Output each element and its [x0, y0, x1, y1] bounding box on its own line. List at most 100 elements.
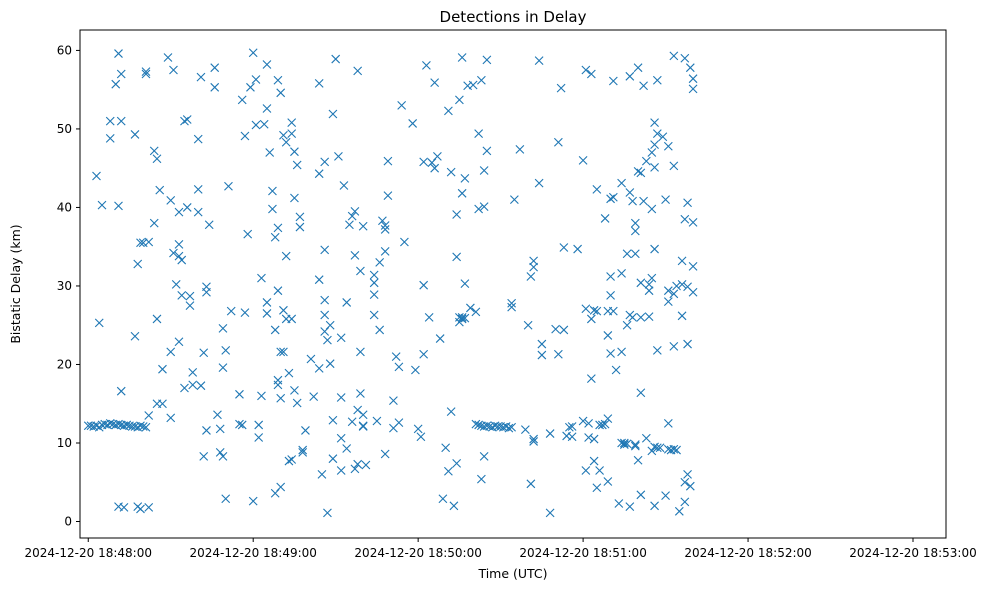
- data-point: [174, 207, 184, 217]
- data-point: [474, 420, 484, 430]
- data-point: [339, 181, 349, 190]
- data-point: [603, 414, 613, 424]
- data-point: [625, 188, 635, 197]
- data-point: [619, 440, 629, 449]
- x-axis-ticks: 2024-12-20 18:48:00 2024-12-20 18:49:00 20…: [25, 538, 977, 560]
- data-point: [435, 334, 445, 343]
- data-point: [639, 196, 648, 206]
- data-point: [301, 426, 310, 435]
- data-point: [320, 327, 330, 336]
- data-point: [471, 419, 481, 429]
- data-point: [202, 287, 211, 297]
- data-point: [628, 312, 637, 322]
- data-point: [119, 502, 129, 512]
- data-point: [361, 460, 371, 470]
- data-point: [336, 333, 346, 343]
- data-point: [369, 290, 379, 299]
- data-point: [622, 320, 632, 330]
- data-point: [581, 65, 591, 75]
- data-point: [416, 432, 426, 442]
- data-point: [589, 434, 599, 444]
- data-point: [380, 247, 390, 256]
- data-point: [449, 501, 459, 511]
- data-point: [617, 269, 626, 278]
- data-point: [240, 308, 250, 318]
- data-point: [375, 258, 385, 267]
- data-point: [457, 312, 467, 322]
- data-point: [149, 146, 159, 156]
- data-point: [290, 193, 299, 203]
- data-point: [306, 354, 316, 364]
- data-point: [529, 262, 539, 272]
- data-point: [356, 266, 365, 276]
- data-point: [581, 466, 591, 475]
- data-point: [182, 203, 192, 212]
- data-point: [677, 280, 687, 289]
- data-point: [622, 249, 632, 259]
- data-point: [529, 437, 539, 446]
- data-point: [149, 218, 159, 228]
- data-point: [380, 449, 390, 459]
- data-point: [630, 226, 640, 236]
- data-point: [273, 380, 283, 390]
- y-tick-label: 0: [64, 515, 72, 529]
- data-point: [641, 156, 651, 166]
- data-point: [287, 455, 297, 464]
- data-point: [644, 312, 654, 321]
- data-point: [193, 184, 203, 194]
- data-point: [650, 140, 659, 150]
- data-point: [314, 275, 324, 285]
- data-point: [141, 69, 151, 79]
- data-point: [476, 474, 486, 484]
- data-point: [683, 470, 692, 479]
- data-point: [526, 479, 536, 489]
- data-point: [265, 148, 275, 157]
- data-point: [592, 184, 602, 194]
- data-point: [446, 407, 456, 416]
- data-point: [166, 347, 176, 357]
- data-point: [213, 410, 222, 420]
- data-point: [158, 399, 167, 409]
- data-point: [683, 198, 692, 208]
- data-point: [174, 337, 184, 347]
- data-point: [323, 335, 332, 345]
- data-point: [141, 67, 151, 77]
- data-point: [633, 63, 643, 73]
- data-point: [262, 60, 272, 69]
- data-point: [350, 206, 360, 216]
- data-point: [383, 156, 393, 166]
- data-point: [529, 434, 539, 444]
- data-point: [328, 454, 338, 464]
- data-point: [356, 389, 365, 398]
- data-point: [622, 439, 632, 449]
- data-point: [336, 466, 346, 475]
- data-point: [600, 214, 610, 223]
- data-point: [636, 388, 646, 398]
- data-point: [268, 204, 277, 214]
- data-point: [141, 422, 151, 432]
- x-axis-label: Time (UTC): [477, 566, 547, 581]
- data-point: [92, 171, 101, 181]
- data-point: [152, 314, 162, 324]
- data-point: [641, 433, 651, 443]
- data-point: [460, 279, 470, 288]
- data-point: [672, 281, 681, 291]
- data-point: [136, 421, 145, 431]
- data-point: [284, 368, 294, 378]
- data-point: [320, 157, 330, 167]
- data-point: [130, 331, 140, 341]
- data-point: [663, 286, 673, 296]
- data-point: [674, 506, 684, 516]
- data-point: [573, 244, 582, 254]
- data-point: [391, 352, 401, 362]
- data-point: [262, 309, 272, 318]
- data-point: [630, 249, 640, 259]
- data-point: [455, 95, 464, 105]
- data-point: [114, 419, 123, 429]
- data-point: [226, 306, 236, 316]
- data-point: [130, 130, 140, 139]
- data-point: [603, 331, 613, 340]
- data-point: [636, 312, 646, 322]
- data-point: [196, 72, 206, 82]
